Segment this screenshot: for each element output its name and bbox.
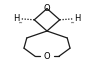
Text: O: O [44, 52, 50, 61]
Text: O: O [44, 4, 50, 13]
Text: H: H [13, 14, 20, 23]
Text: ,,,: ,,, [71, 18, 75, 23]
Text: ,,,: ,,, [19, 18, 23, 23]
Text: H: H [74, 14, 81, 23]
